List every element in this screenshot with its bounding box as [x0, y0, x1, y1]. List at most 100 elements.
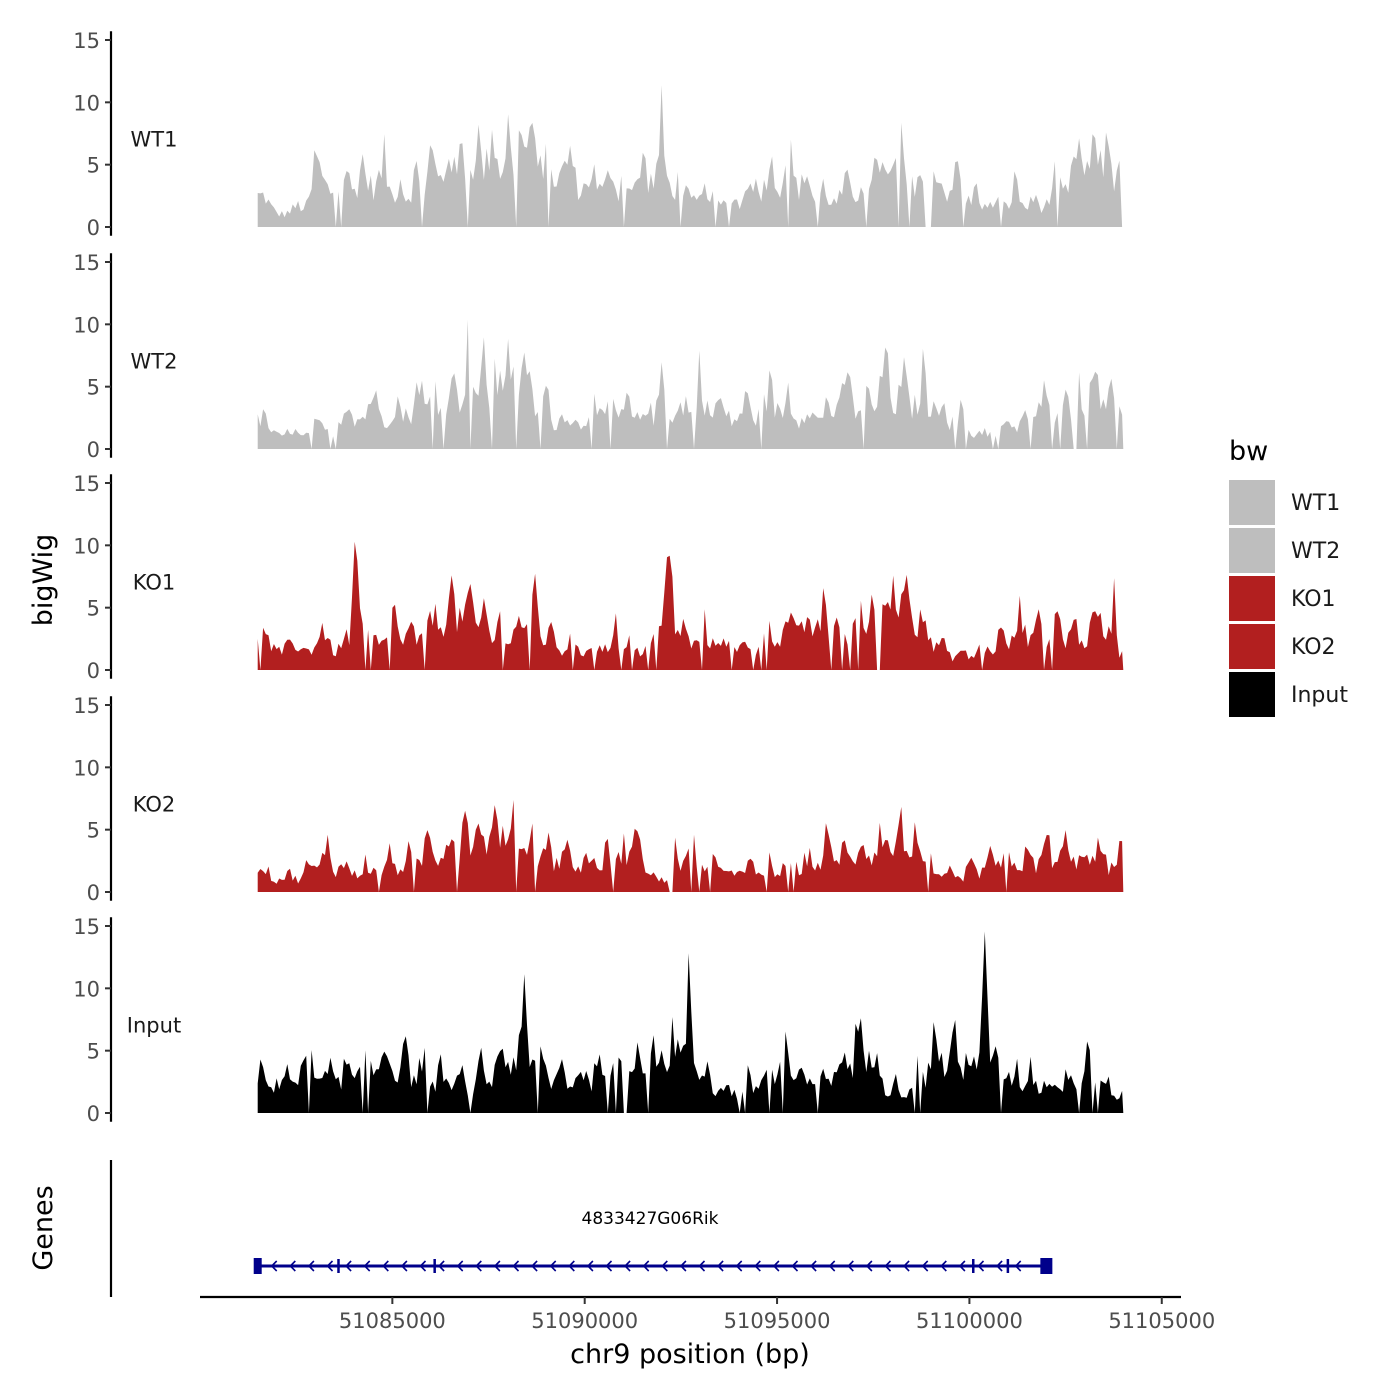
track-wt2: 0 5 10 15 WT2 — [73, 251, 1124, 462]
y-tick-label: 15 — [73, 915, 100, 939]
y-tick-label: 5 — [87, 1040, 100, 1064]
strand-arrow — [475, 1260, 482, 1272]
legend-key-wt2 — [1229, 528, 1275, 573]
track-ko2: 0 5 10 15 KO2 — [73, 694, 1124, 905]
strand-arrow — [400, 1260, 408, 1272]
area-input — [257, 931, 1124, 1113]
y-tick-label: 15 — [73, 29, 100, 53]
strand-arrow — [865, 1260, 873, 1272]
y-tick-label: 5 — [87, 819, 100, 843]
strand-arrow — [958, 1260, 966, 1272]
y-tick-label: 0 — [87, 1102, 100, 1126]
legend-label: KO2 — [1291, 635, 1336, 660]
gene-exon — [1006, 1259, 1010, 1273]
strand-arrow — [363, 1260, 371, 1272]
y-tick-label: 0 — [87, 438, 100, 462]
strand-arrow — [605, 1260, 613, 1272]
strand-arrow — [344, 1260, 352, 1272]
genes-track-title: Genes — [28, 1185, 59, 1270]
strand-arrow — [772, 1260, 780, 1272]
x-tick-label: 51100000 — [916, 1309, 1023, 1333]
gene-label: 4833427G06Rik — [582, 1209, 719, 1229]
strand-arrow — [382, 1260, 389, 1272]
gene-exon — [337, 1259, 340, 1273]
strand-arrow — [809, 1260, 817, 1272]
legend: bw WT1 WT2 KO1 KO2 Input — [1229, 436, 1348, 717]
strand-arrow — [977, 1260, 985, 1272]
strand-arrow — [512, 1260, 520, 1272]
track-label: KO2 — [133, 793, 176, 817]
legend-label: KO1 — [1291, 587, 1336, 612]
strand-arrow — [1014, 1260, 1022, 1272]
strand-arrow — [847, 1260, 854, 1272]
signal-tracks: 0 5 10 15 WT1 0 5 10 15 WT2 0 5 10 15 KO1 0 5 10 15 KO2 0 5 10… — [73, 29, 1124, 1126]
gene-exon — [972, 1259, 975, 1273]
strand-arrow — [902, 1260, 910, 1272]
y-tick-label: 0 — [87, 881, 100, 905]
strand-arrow — [307, 1260, 315, 1272]
strand-arrow — [940, 1260, 947, 1272]
x-tick-label: 51090000 — [531, 1309, 638, 1333]
strand-arrow — [995, 1260, 1003, 1272]
y-tick-label: 15 — [73, 694, 100, 718]
x-axis-title: chr9 position (bp) — [570, 1339, 810, 1370]
strand-arrow — [679, 1260, 687, 1272]
y-tick-label: 10 — [73, 313, 100, 337]
y-axis-title: bigWig — [28, 534, 59, 627]
legend-key-input — [1229, 672, 1275, 717]
strand-arrow — [884, 1260, 892, 1272]
legend-title: bw — [1229, 436, 1268, 467]
y-tick-label: 0 — [87, 216, 100, 240]
y-tick-label: 10 — [73, 91, 100, 115]
gene-exon — [1040, 1258, 1053, 1274]
area-ko1 — [257, 541, 1124, 670]
strand-arrow — [586, 1260, 594, 1272]
strand-arrow — [623, 1260, 631, 1272]
y-tick-label: 5 — [87, 154, 100, 178]
y-tick-label: 10 — [73, 977, 100, 1001]
strand-arrow — [493, 1260, 501, 1272]
track-label: WT2 — [131, 350, 178, 374]
y-tick-label: 10 — [73, 756, 100, 780]
strand-arrow — [289, 1260, 296, 1272]
x-tick-label: 51105000 — [1108, 1309, 1215, 1333]
legend-label: WT1 — [1291, 491, 1340, 516]
area-ko2 — [257, 800, 1124, 892]
strand-arrow — [921, 1260, 929, 1272]
strand-arrow — [735, 1260, 743, 1272]
strand-arrow — [716, 1260, 724, 1272]
legend-key-ko2 — [1229, 624, 1275, 669]
y-tick-label: 0 — [87, 659, 100, 683]
legend-label: WT2 — [1291, 539, 1340, 564]
legend-key-ko1 — [1229, 576, 1275, 621]
strand-arrow — [549, 1260, 557, 1272]
strand-arrow — [437, 1260, 445, 1272]
y-tick-label: 5 — [87, 597, 100, 621]
strand-arrow — [791, 1260, 799, 1272]
genes-track: Genes 4833427G06Rik — [28, 1160, 1053, 1297]
track-ko1: 0 5 10 15 KO1 — [73, 472, 1124, 683]
legend-key-wt1 — [1229, 480, 1275, 525]
strand-arrow — [698, 1260, 706, 1272]
strand-arrow — [419, 1260, 427, 1272]
x-axis: 51085000 51090000 51095000 51100000 51105000 — [200, 1295, 1215, 1333]
strand-arrow — [828, 1260, 836, 1272]
strand-arrow — [456, 1260, 464, 1272]
strand-arrow — [661, 1260, 668, 1272]
gene-exon — [433, 1259, 436, 1273]
strand-arrow — [270, 1260, 278, 1272]
y-tick-label: 15 — [73, 251, 100, 275]
y-tick-label: 10 — [73, 534, 100, 558]
area-wt1 — [257, 85, 1124, 227]
strand-arrow — [642, 1260, 650, 1272]
y-tick-label: 5 — [87, 376, 100, 400]
strand-arrow — [568, 1260, 575, 1272]
area-wt2 — [257, 319, 1124, 449]
x-tick-label: 51095000 — [724, 1309, 831, 1333]
track-wt1: 0 5 10 15 WT1 — [73, 29, 1124, 240]
track-label: Input — [127, 1014, 181, 1038]
track-label: WT1 — [131, 128, 178, 152]
track-input: 0 5 10 15 Input — [73, 915, 1124, 1126]
strand-arrow — [326, 1260, 334, 1272]
